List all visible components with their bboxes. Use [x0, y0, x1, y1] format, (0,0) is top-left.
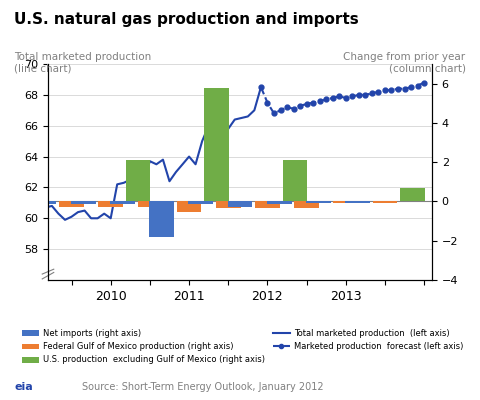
Bar [372, 202, 397, 204]
Text: eia: eia [14, 382, 33, 392]
Text: U.S. natural gas production and imports: U.S. natural gas production and imports [14, 12, 359, 27]
Text: Source: Short-Term Energy Outlook, January 2012: Source: Short-Term Energy Outlook, Janua… [82, 382, 323, 392]
Bar [294, 202, 319, 208]
Bar [267, 202, 291, 204]
Bar [204, 88, 229, 202]
Bar [110, 202, 135, 204]
Bar [228, 202, 252, 207]
Bar [189, 202, 213, 204]
Bar [306, 202, 331, 203]
Bar [32, 202, 57, 204]
Bar [126, 160, 150, 202]
Legend: Net imports (right axis), Federal Gulf of Mexico production (right axis), U.S. p: Net imports (right axis), Federal Gulf o… [19, 326, 467, 368]
Text: Change from prior year
(column chart): Change from prior year (column chart) [344, 52, 466, 74]
Bar [59, 202, 84, 207]
Bar [334, 202, 358, 204]
Bar [255, 202, 280, 208]
Bar [345, 202, 370, 203]
Bar [216, 202, 240, 208]
Bar [400, 188, 425, 202]
Bar [98, 202, 123, 207]
Bar [138, 202, 162, 207]
Bar [71, 202, 96, 204]
Bar [177, 202, 202, 212]
Bar [149, 202, 174, 237]
Text: Total marketed production
(line chart): Total marketed production (line chart) [14, 52, 152, 74]
Bar [283, 160, 307, 202]
